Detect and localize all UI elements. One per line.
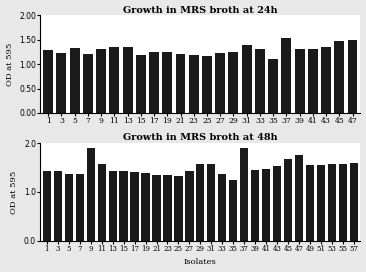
Bar [196,164,205,241]
Bar [136,55,146,113]
Bar [251,170,259,241]
Bar [119,171,128,241]
Bar [308,48,318,113]
Bar [228,52,238,113]
Bar [350,163,358,241]
Bar [240,148,249,241]
Bar [123,47,132,113]
Y-axis label: OD at 595: OD at 595 [10,170,18,214]
Bar [281,38,291,113]
Bar [295,155,303,241]
Bar [317,165,325,241]
Bar [306,165,314,241]
X-axis label: Isolates: Isolates [184,258,217,267]
Bar [268,59,278,113]
Bar [262,169,270,241]
Bar [229,180,238,241]
Bar [295,50,305,113]
Bar [334,41,344,113]
Bar [339,164,347,241]
Bar [163,175,172,241]
Bar [65,174,73,241]
Bar [56,53,66,113]
Title: Growth in MRS broth at 24h: Growth in MRS broth at 24h [123,5,278,15]
Bar [348,40,358,113]
Bar [130,172,139,241]
Bar [189,55,199,113]
Bar [70,48,80,113]
Bar [284,159,292,241]
Bar [76,174,84,241]
Bar [149,52,159,113]
Bar [255,50,265,113]
Bar [174,176,183,241]
Bar [96,50,106,113]
Bar [207,164,216,241]
Bar [218,174,227,241]
Bar [215,53,225,113]
Y-axis label: OD at 595: OD at 595 [5,42,14,86]
Bar [176,54,186,113]
Bar [98,164,106,241]
Bar [185,171,194,241]
Bar [328,164,336,241]
Bar [163,52,172,113]
Bar [43,171,51,241]
Bar [152,175,161,241]
Bar [109,47,119,113]
Bar [321,47,331,113]
Bar [202,56,212,113]
Title: Growth in MRS broth at 48h: Growth in MRS broth at 48h [123,133,278,142]
Bar [43,50,53,113]
Bar [242,45,252,113]
Bar [83,54,93,113]
Bar [273,166,281,241]
Bar [87,148,95,241]
Bar [54,171,62,241]
Bar [141,174,150,241]
Bar [109,171,117,241]
